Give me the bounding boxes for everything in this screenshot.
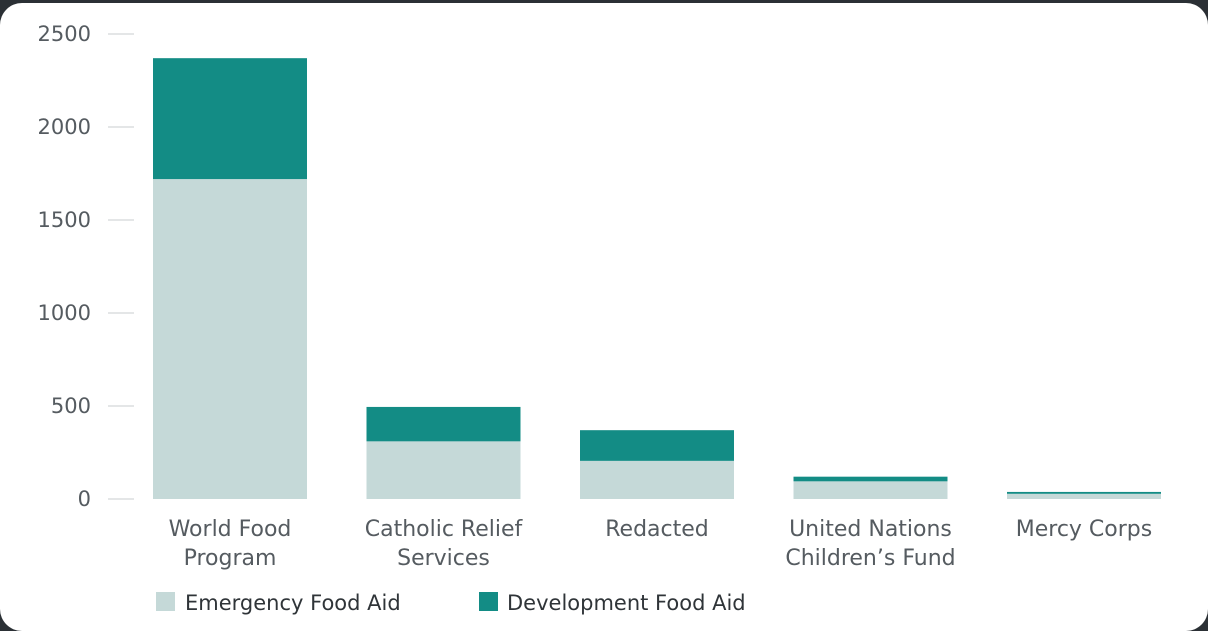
legend-swatch — [156, 592, 175, 611]
bar-segment-emergency — [580, 460, 734, 499]
bar-segment-development — [793, 476, 948, 482]
x-category-label-line: Program — [184, 546, 277, 571]
y-tick-label: 500 — [51, 394, 91, 418]
bar-segment-emergency — [1007, 493, 1161, 499]
x-category-label-line: World Food — [169, 517, 292, 542]
y-tick-label: 2500 — [38, 22, 91, 46]
bar-segment-emergency — [153, 179, 307, 499]
legend-label: Emergency Food Aid — [185, 591, 401, 615]
x-category-label-line: Redacted — [605, 517, 709, 542]
bar-segment-development — [1007, 491, 1161, 494]
x-category-label-line: Children’s Fund — [785, 546, 955, 571]
x-category-label: Redacted — [605, 517, 709, 542]
bar-segment-emergency — [793, 481, 948, 499]
x-category-label-line: Services — [397, 546, 490, 571]
x-category-label: Mercy Corps — [1016, 517, 1152, 542]
x-category-label: Catholic Relief Services — [365, 517, 524, 571]
legend-label: Development Food Aid — [507, 591, 746, 615]
y-tick-label: 0 — [78, 487, 91, 511]
x-category-label: World Food Program — [169, 517, 292, 571]
stacked-bar-chart: 0 500 1000 1500 2000 2500 World Food Program Cat… — [38, 22, 1161, 615]
x-category-label: United Nations Children’s Fund — [785, 517, 955, 571]
bar-segment-development — [580, 430, 734, 461]
bar-segment-emergency — [366, 441, 521, 499]
y-tick-label: 2000 — [38, 115, 91, 139]
x-category-label-line: United Nations — [789, 517, 952, 542]
y-tick-label: 1000 — [38, 301, 91, 325]
y-tick-label: 1500 — [38, 208, 91, 232]
x-category-label-line: Mercy Corps — [1016, 517, 1152, 542]
legend-swatch — [479, 592, 498, 611]
chart-card: 0 500 1000 1500 2000 2500 World Food Program Cat… — [0, 3, 1208, 631]
bar-segment-development — [366, 406, 521, 442]
x-category-label-line: Catholic Relief — [365, 517, 524, 542]
bar-segment-development — [153, 58, 307, 180]
